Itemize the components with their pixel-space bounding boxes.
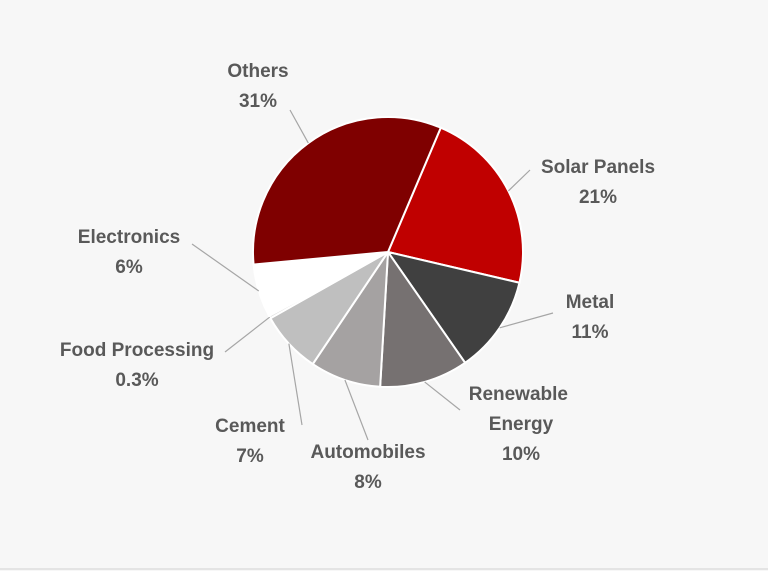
pie-slice [379,249,467,388]
category-label: Food Processing [60,340,214,361]
category-label: Metal [566,292,615,313]
leader-line [191,243,260,292]
category-label: Automobiles [310,442,425,463]
category-label: Others [227,61,288,82]
leader-line [344,379,369,441]
leader-line [507,169,531,192]
value-label: 6% [115,257,143,278]
leader-line [224,316,271,353]
value-label: 10% [502,444,540,465]
value-label: 31% [239,91,277,112]
category-label: Cement [215,416,285,437]
leader-line [289,109,309,144]
category-label: Solar Panels [541,157,655,178]
leader-line [424,381,461,411]
leader-line [288,343,303,426]
value-label: 0.3% [115,370,158,391]
category-label: Electronics [78,227,180,248]
value-label: 11% [572,322,609,343]
value-label: 7% [236,446,264,467]
pie-slice [385,250,521,365]
value-label: 8% [354,472,382,493]
value-label: 21% [579,187,617,208]
pie-slice [252,116,443,266]
leader-line [499,312,554,329]
category-label: Renewable Energy [469,384,574,435]
pie-slice [386,126,524,284]
